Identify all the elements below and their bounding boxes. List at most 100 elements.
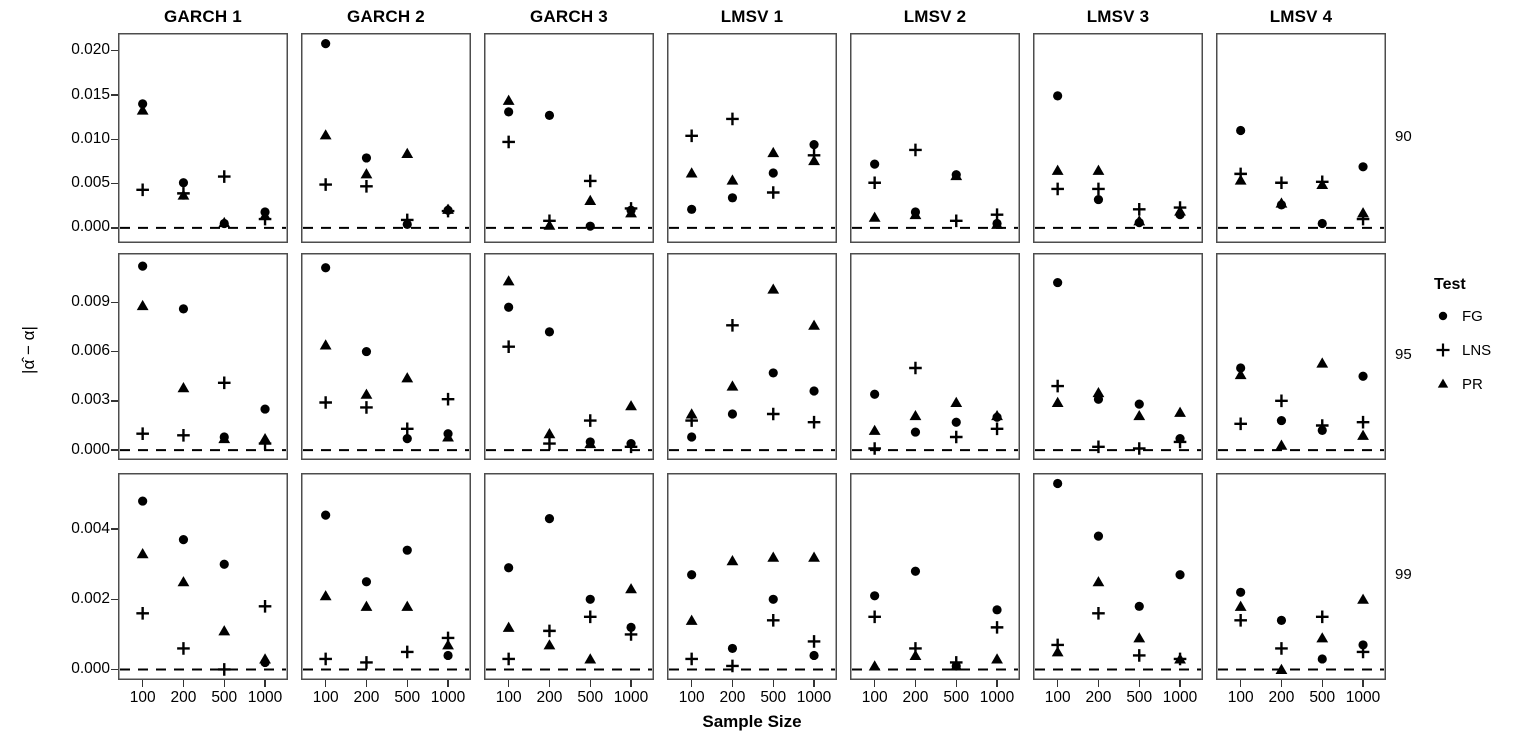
fg-data-point <box>1134 601 1144 611</box>
x-tick-mark <box>772 680 774 687</box>
facet-row-label-99: 99 <box>1395 566 1412 583</box>
pr-data-point <box>625 400 637 411</box>
x-tick-label: 200 <box>536 689 563 706</box>
lns-data-point <box>685 652 698 666</box>
lns-data-point <box>1132 649 1146 662</box>
panel-border <box>118 473 288 680</box>
pr-data-point <box>1234 600 1247 611</box>
y-tick-mark <box>111 350 118 353</box>
pr-data-point <box>136 299 149 311</box>
x-tick-mark <box>914 680 917 687</box>
x-tick-label: 200 <box>902 689 929 706</box>
panel-border <box>484 33 654 243</box>
facet-column-title: LMSV 3 <box>1086 7 1150 26</box>
fg-data-point <box>1053 91 1063 101</box>
fg-data-point <box>870 159 880 169</box>
fg-data-point <box>1134 399 1144 409</box>
facet-column-title: LMSV 2 <box>903 7 967 26</box>
lns-data-point <box>217 170 231 183</box>
pr-data-point <box>1133 409 1146 421</box>
panel-garch-3-row-90 <box>484 33 654 243</box>
fg-data-point <box>1053 478 1063 489</box>
x-tick-label: 500 <box>211 689 238 706</box>
lns-data-point <box>1275 642 1288 655</box>
panel-border <box>301 473 471 680</box>
lns-data-point <box>1092 182 1105 196</box>
fg-data-point <box>1236 587 1246 597</box>
facet-row-label-95: 95 <box>1395 346 1412 363</box>
pr-data-point <box>1133 215 1146 226</box>
pr-data-point <box>808 154 820 166</box>
pr-data-point <box>177 189 190 200</box>
x-tick-label: 1000 <box>1162 689 1198 706</box>
lns-data-point <box>543 624 556 638</box>
panel-garch-2-row-95 <box>301 253 471 460</box>
pr-data-point <box>685 167 698 178</box>
pr-data-point <box>136 547 149 559</box>
pr-data-point <box>868 211 881 222</box>
pr-data-point <box>502 621 515 632</box>
panel-garch-3-row-95 <box>484 253 654 460</box>
fg-data-point <box>727 643 738 654</box>
lns-data-point <box>949 430 963 444</box>
x-tick-label: 100 <box>861 689 888 706</box>
lns-data-point <box>1234 614 1247 627</box>
x-tick-mark <box>630 680 632 687</box>
panel-border <box>850 253 1020 460</box>
lns-data-point <box>685 129 698 143</box>
lns-data-point <box>400 213 414 227</box>
panel-garch-1-row-95 <box>118 253 288 460</box>
panel-border <box>1033 473 1203 680</box>
panel-garch-1-row-99 <box>118 473 288 680</box>
lns-data-point <box>217 376 231 390</box>
x-tick-mark <box>589 680 591 687</box>
y-tick-label: 0.009 <box>71 292 110 310</box>
pr-data-point <box>502 275 515 286</box>
pr-data-point <box>1357 593 1369 604</box>
fg-data-point <box>1358 640 1368 650</box>
pr-data-point <box>991 409 1003 421</box>
fg-data-point <box>1236 125 1246 136</box>
fg-data-point <box>544 110 555 121</box>
x-tick-mark <box>1239 680 1242 687</box>
legend-entry-fg: FG <box>1432 304 1524 328</box>
fg-data-point <box>504 107 514 117</box>
lns-data-point <box>868 442 881 455</box>
lns-data-point <box>1051 182 1064 196</box>
fg-data-point <box>1276 415 1287 426</box>
lns-data-point <box>217 663 231 676</box>
facet-row-label-90: 90 <box>1395 128 1412 145</box>
lns-data-point <box>360 179 373 193</box>
fg-data-point <box>870 389 880 399</box>
x-tick-mark <box>264 680 266 687</box>
pr-data-point <box>726 555 739 566</box>
lns-data-point <box>177 429 190 442</box>
panel-border <box>850 33 1020 243</box>
panel-garch-1-row-90 <box>118 33 288 243</box>
pr-data-point <box>319 339 332 350</box>
pr-data-point <box>401 372 414 383</box>
pr-data-point <box>808 319 820 330</box>
y-tick-mark <box>111 668 118 671</box>
plus-marker-icon <box>1436 343 1450 357</box>
lns-data-point <box>136 607 149 620</box>
lns-data-point <box>726 318 739 332</box>
fg-data-point <box>1053 277 1063 288</box>
x-tick-label: 100 <box>678 689 705 706</box>
x-tick-mark <box>507 680 510 687</box>
legend-label: LNS <box>1462 341 1492 359</box>
pr-data-point <box>1092 386 1105 398</box>
x-tick-mark <box>223 680 225 687</box>
x-tick-label: 500 <box>943 689 970 706</box>
pr-data-point <box>1051 396 1064 407</box>
lns-data-point <box>400 645 414 659</box>
fg-data-point <box>1358 371 1368 381</box>
pr-data-point <box>808 551 820 562</box>
lns-data-point <box>1275 176 1288 190</box>
x-tick-mark <box>447 680 449 687</box>
pr-data-point <box>1316 178 1329 190</box>
fg-data-point <box>951 417 961 427</box>
panel-lmsv-1-row-99 <box>667 473 837 680</box>
x-tick-label: 200 <box>719 689 746 706</box>
fg-data-point <box>768 594 778 604</box>
